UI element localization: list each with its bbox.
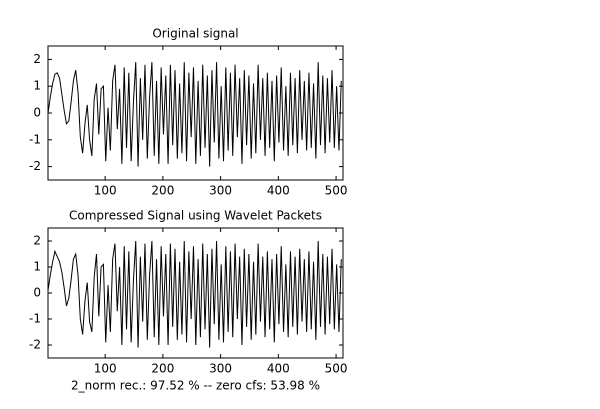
x-tick-label: 500 <box>325 362 348 376</box>
y-tick-label: 1 <box>33 260 41 274</box>
y-tick-label: 2 <box>33 52 41 66</box>
y-tick-label: -1 <box>29 312 41 326</box>
x-tick-label: 100 <box>94 362 117 376</box>
x-tick-label: 400 <box>267 362 290 376</box>
x-axis-label: 2_norm rec.: 97.52 % -- zero cfs: 53.98 … <box>71 379 320 393</box>
y-tick-label: -1 <box>29 132 41 146</box>
x-tick-label: 300 <box>209 184 232 198</box>
x-tick-label: 200 <box>151 184 174 198</box>
y-tick-label: -2 <box>29 338 41 352</box>
x-tick-label: 400 <box>267 184 290 198</box>
chart-title: Compressed Signal using Wavelet Packets <box>69 209 322 223</box>
x-tick-label: 500 <box>325 184 348 198</box>
y-tick-label: 1 <box>33 79 41 93</box>
y-tick-label: 0 <box>33 286 41 300</box>
x-tick-label: 100 <box>94 184 117 198</box>
y-tick-label: -2 <box>29 159 41 173</box>
chart-title: Original signal <box>152 27 238 41</box>
x-tick-label: 300 <box>209 362 232 376</box>
y-tick-label: 2 <box>33 234 41 248</box>
y-tick-label: 0 <box>33 106 41 120</box>
x-tick-label: 200 <box>151 362 174 376</box>
signal-line <box>47 240 342 348</box>
signal-line <box>47 62 342 167</box>
